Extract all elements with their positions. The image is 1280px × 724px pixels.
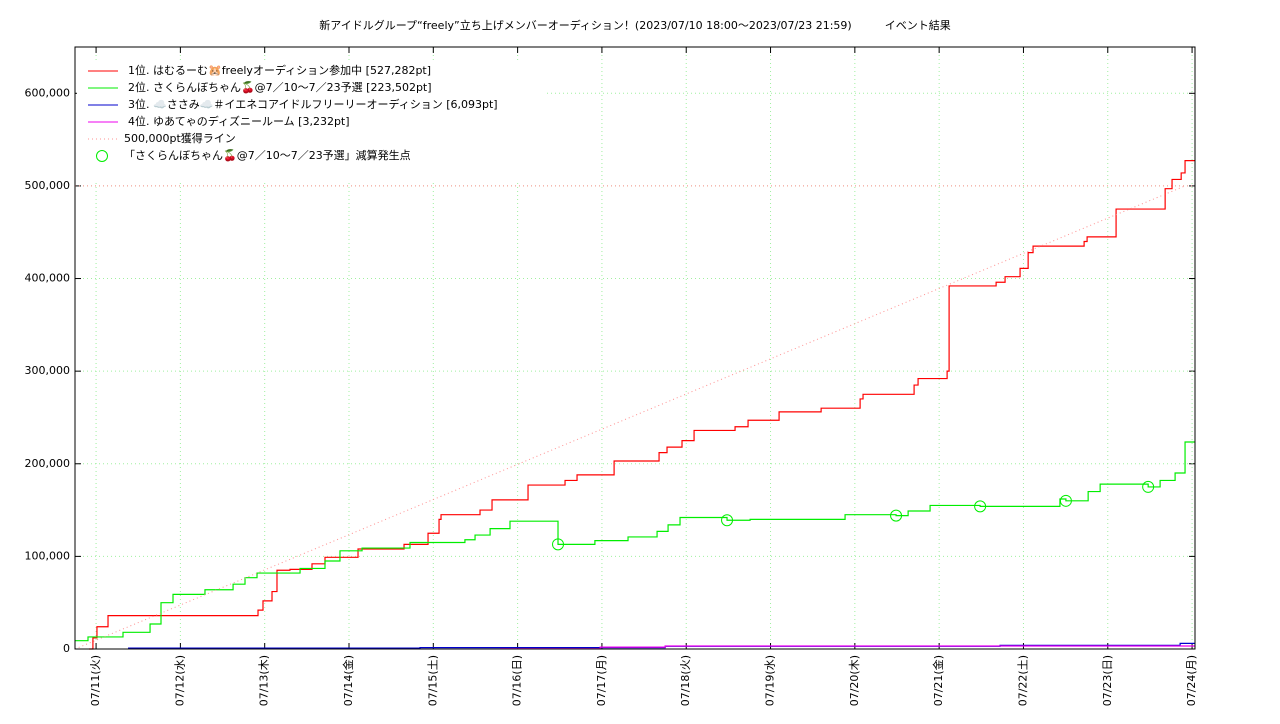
y-tick-label: 0	[63, 642, 70, 655]
chart-title: 新アイドルグループ“freely”立ち上げメンバーオーディション！(2023/0…	[319, 18, 950, 32]
series-line	[500, 645, 1195, 650]
x-tick-label: 07/18(火)	[679, 655, 692, 706]
y-tick-label: 300,000	[25, 364, 71, 377]
legend-label: 4位. ゆあてゃのディズニールーム [3,232pt]	[128, 114, 350, 128]
x-tick-label: 07/19(水)	[764, 655, 777, 706]
x-tick-label: 07/20(木)	[848, 655, 861, 706]
marker	[552, 538, 565, 551]
x-tick-label: 07/12(水)	[173, 655, 186, 706]
x-tick-label: 07/16(日)	[511, 655, 524, 706]
x-tick-label: 07/13(木)	[258, 655, 271, 706]
y-tick-label: 500,000	[25, 179, 71, 192]
y-tick-label: 400,000	[25, 272, 71, 285]
marker	[974, 500, 987, 513]
y-tick-label: 200,000	[25, 457, 71, 470]
x-tick-label: 07/24(月)	[1185, 655, 1198, 706]
x-tick-label: 07/17(月)	[595, 655, 608, 706]
legend-box	[77, 61, 547, 181]
x-tick-label: 07/21(金)	[931, 655, 945, 706]
marker	[1142, 480, 1155, 493]
x-tick-label: 07/22(土)	[1016, 655, 1029, 706]
x-tick-label: 07/11(火)	[89, 655, 102, 706]
y-tick-label: 600,000	[25, 86, 71, 99]
plot-frame	[74, 46, 1196, 650]
legend-label: 1位. はむるーむ🐹freelyオーディション参加中 [527,282pt]	[128, 63, 431, 77]
marker	[721, 514, 734, 527]
marker	[1059, 494, 1072, 507]
series-line	[75, 441, 1195, 642]
legend-label: 500,000pt獲得ライン	[124, 132, 236, 145]
x-tick-label: 07/23(日)	[1101, 655, 1114, 706]
marker	[890, 509, 903, 522]
x-tick-label: 07/14(金)	[341, 655, 355, 706]
series-line	[89, 160, 1195, 650]
legend-label: 「さくらんぼちゃん🍒@7／10〜7／23予選」減算発生点	[124, 148, 411, 162]
x-tick-label: 07/15(土)	[426, 655, 439, 706]
y-tick-label: 100,000	[25, 549, 71, 562]
legend-marker	[96, 150, 108, 162]
legend-label: 2位. さくらんぼちゃん🍒@7／10〜7／23予選 [223,502pt]	[128, 80, 432, 94]
legend-label: 3位. ☁️ささみ☁️＃イエネコアイドルフリーリーオーディション [6,093p…	[128, 97, 498, 111]
target-line	[74, 185, 1186, 650]
